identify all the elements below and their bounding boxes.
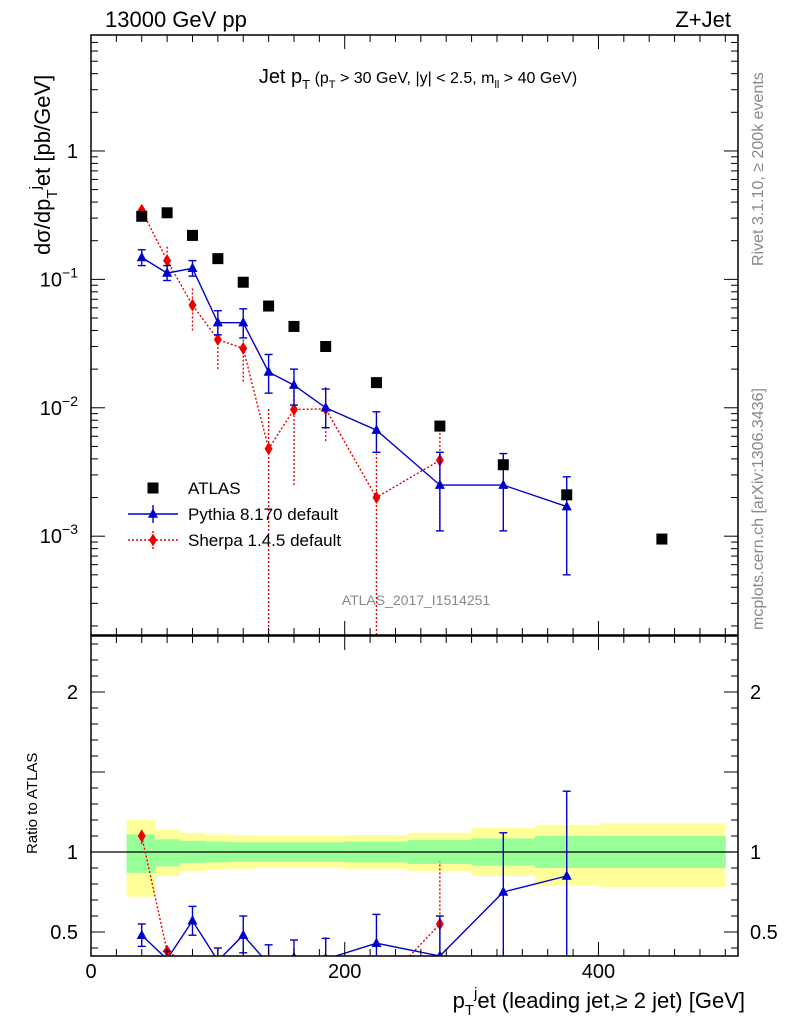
main-sherpa-point	[213, 333, 222, 347]
ratio-y-axis-label: Ratio to ATLAS	[24, 753, 41, 854]
legend-label: ATLAS	[188, 479, 241, 498]
header-left: 13000 GeV pp	[105, 7, 247, 32]
main-y-axis-label: dσ/dpTjet [pb/GeV]	[27, 75, 61, 255]
legend-sherpa-marker	[149, 533, 157, 547]
ratio-y-tick-label: 2	[67, 682, 78, 704]
main-sherpa-point	[372, 491, 381, 505]
main-pythia-point	[434, 479, 445, 489]
ratio-y-tick-label-right: 0.5	[750, 922, 778, 944]
main-sherpa-point	[163, 254, 172, 268]
main-atlas-point	[434, 420, 446, 432]
rivet-label: Rivet 3.1.10, ≥ 200k events	[750, 72, 767, 266]
main-title: Jet pT (pT > 30 GeV, |y| < 2.5, mll > 40…	[259, 66, 577, 92]
main-y-tick-label: 10−2	[40, 393, 78, 420]
analysis-watermark: ATLAS_2017_I1514251	[342, 592, 491, 608]
ratio-band-inner	[154, 839, 181, 867]
main-pythia-point	[561, 500, 572, 511]
ratio-sherpa-point	[265, 993, 273, 1006]
main-atlas-point	[212, 253, 224, 265]
main-atlas-point	[656, 533, 668, 545]
main-pythia-point	[371, 424, 382, 434]
main-atlas-point	[370, 377, 382, 389]
header-right: Z+Jet	[675, 7, 731, 32]
main-atlas-point	[320, 341, 332, 353]
main-sherpa-point	[264, 442, 273, 456]
main-atlas-point	[161, 207, 173, 219]
main-pythia-point	[263, 366, 274, 376]
x-tick-label: 200	[328, 961, 361, 983]
main-atlas-point	[263, 300, 275, 312]
ratio-pythia-point	[561, 870, 572, 880]
main-pythia-point	[162, 267, 173, 277]
main-pythia-point	[212, 316, 223, 327]
ratio-pythia-point	[136, 929, 147, 939]
ratio-pythia-point	[187, 915, 198, 925]
main-atlas-point	[288, 320, 300, 332]
legend-label: Pythia 8.170 default	[188, 505, 339, 524]
main-atlas-point	[497, 459, 509, 471]
ratio-pythia-point	[264, 958, 274, 968]
main-sherpa-point	[188, 298, 197, 312]
main-pythia-point	[320, 402, 331, 412]
ratio-sherpa-point	[372, 985, 380, 998]
ratio-sherpa-point	[188, 961, 196, 974]
ratio-y-tick-label-right: 2	[750, 682, 761, 704]
main-atlas-point	[136, 210, 148, 222]
ratio-pythia-point	[436, 950, 443, 956]
ratio-y-tick-label-right: 1	[750, 842, 761, 864]
mcplots-label: mcplots.cern.ch [arXiv:1306.3436]	[750, 388, 767, 630]
main-pythia-point	[187, 262, 198, 273]
ratio-sherpa-point	[239, 958, 247, 971]
main-y-tick-label: 10−3	[40, 521, 78, 548]
legend-pythia-marker	[148, 508, 158, 518]
main-pythia-point	[238, 316, 249, 327]
ratio-y-tick-label: 1	[67, 842, 78, 864]
main-pythia-point	[288, 379, 299, 389]
ratio-pythia-point	[238, 929, 249, 939]
x-tick-label: 400	[582, 961, 615, 983]
ratio-pythia-point	[498, 886, 509, 896]
ratio-sherpa-point	[214, 969, 222, 982]
main-pythia-point	[498, 479, 509, 489]
main-plot-frame	[90, 34, 739, 636]
ratio-pythia-line	[141, 875, 567, 956]
main-sherpa-point	[239, 341, 248, 355]
ratio-plot-frame	[90, 635, 739, 957]
main-sherpa-line	[141, 209, 441, 499]
x-tick-label: 0	[85, 961, 96, 983]
ratio-sherpa-point	[137, 829, 146, 843]
legend-label: Sherpa 1.4.5 default	[188, 531, 341, 550]
ratio-pythia-point	[371, 937, 382, 947]
x-axis-label: pTjet (leading jet,≥ 2 jet) [GeV]	[453, 985, 745, 1019]
main-pythia-point	[136, 251, 147, 262]
main-atlas-point	[561, 489, 573, 501]
ratio-sherpa-point	[290, 970, 298, 983]
ratio-y-tick-label: 0.5	[50, 922, 78, 944]
main-atlas-point	[186, 229, 198, 241]
legend-atlas-marker	[147, 482, 159, 494]
main-atlas-point	[237, 276, 249, 288]
main-sherpa-point	[289, 402, 298, 416]
main-y-tick-label: 1	[67, 141, 78, 163]
main-y-tick-label: 10−1	[40, 264, 78, 291]
main-pythia-line	[141, 256, 567, 508]
